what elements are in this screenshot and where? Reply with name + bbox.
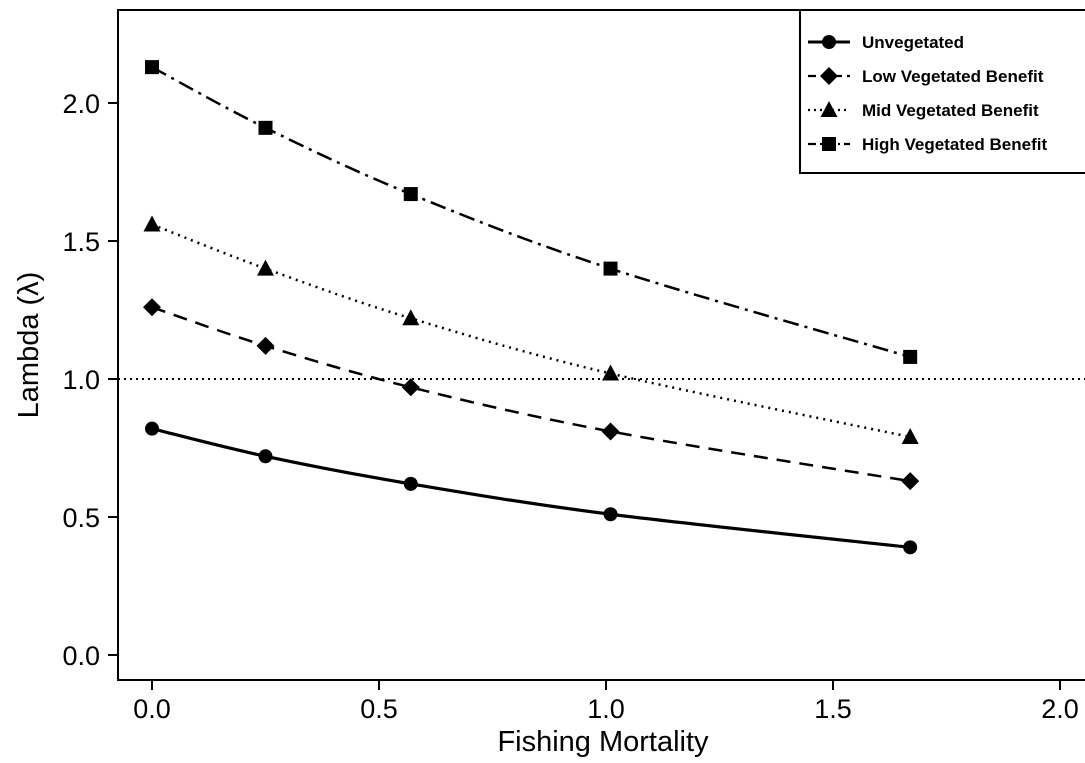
legend-label: High Vegetated Benefit — [862, 135, 1047, 154]
data-point — [602, 364, 620, 381]
legend-label: Low Vegetated Benefit — [862, 67, 1044, 86]
y-tick-label: 0.5 — [62, 503, 100, 533]
plot-frame — [117, 9, 1085, 681]
series-circle — [145, 421, 918, 555]
data-point — [603, 507, 618, 522]
x-axis: 0.0 0.5 1.0 1.5 2.0 — [133, 680, 1079, 724]
legend-marker — [822, 137, 836, 151]
legend: Unvegetated Low Vegetated Benefit Mid Vege… — [799, 9, 1085, 174]
legend-entry: High Vegetated Benefit — [808, 135, 1047, 154]
data-point — [258, 449, 273, 464]
legend-entry: Low Vegetated Benefit — [808, 67, 1044, 86]
data-point — [258, 120, 273, 135]
data-point — [903, 349, 918, 364]
data-point — [401, 378, 420, 397]
x-tick-label: 1.0 — [587, 694, 625, 724]
series-layer — [143, 60, 920, 555]
data-point — [143, 298, 161, 317]
data-point — [257, 259, 274, 276]
x-tick-label: 1.5 — [814, 694, 852, 724]
data-point — [145, 421, 159, 436]
y-tick-label: 0.0 — [62, 641, 100, 671]
x-tick-label: 0.5 — [360, 694, 398, 724]
data-point — [901, 472, 920, 491]
data-point — [256, 336, 275, 355]
legend-box — [799, 9, 1085, 174]
y-tick-label: 1.5 — [62, 227, 100, 257]
series-square — [145, 60, 918, 364]
legend-marker — [820, 67, 838, 85]
data-point — [145, 60, 159, 75]
data-point — [903, 540, 918, 555]
series-line — [151, 306, 911, 483]
data-point — [403, 187, 418, 202]
legend-entry: Unvegetated — [808, 33, 964, 52]
legend-label: Unvegetated — [862, 33, 964, 52]
y-tick-label: 2.0 — [62, 89, 100, 119]
series-line — [151, 223, 911, 439]
data-point — [403, 476, 418, 491]
series-line — [151, 427, 911, 549]
legend-entry: Mid Vegetated Benefit — [808, 101, 1039, 120]
y-axis-title: Lambda (λ) — [13, 272, 45, 419]
y-axis: 0.0 0.5 1.0 1.5 2.0 — [62, 89, 118, 671]
legend-marker — [822, 35, 836, 49]
series-triangle — [143, 215, 919, 444]
x-tick-label: 2.0 — [1041, 694, 1079, 724]
data-point — [143, 215, 161, 232]
x-tick-label: 0.0 — [133, 694, 171, 724]
legend-label: Mid Vegetated Benefit — [862, 101, 1039, 120]
y-tick-label: 1.0 — [62, 365, 100, 395]
legend-marker — [820, 101, 838, 117]
data-point — [402, 309, 420, 326]
series-diamond — [143, 298, 920, 491]
series-line — [151, 66, 911, 359]
data-point — [603, 261, 618, 276]
data-point — [601, 422, 620, 441]
x-axis-title: Fishing Mortality — [497, 726, 709, 758]
data-point — [901, 427, 919, 444]
